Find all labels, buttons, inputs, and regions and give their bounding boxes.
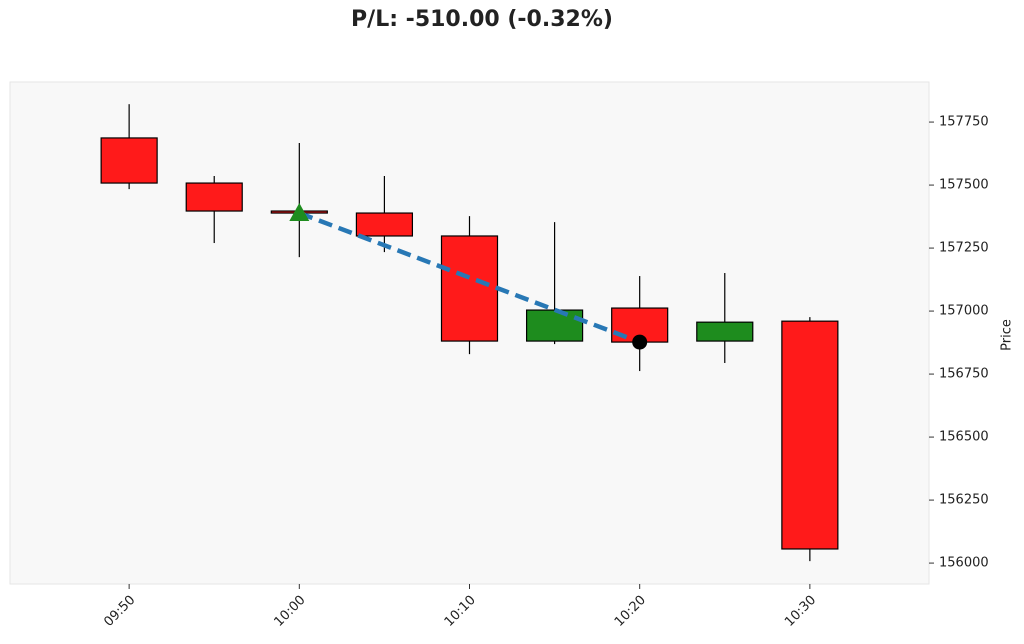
trade-line [298, 210, 641, 345]
y-tick-label: 157500 [939, 178, 989, 193]
x-tick-label: 10:00 [272, 593, 309, 630]
x-tick-label: 10:20 [612, 593, 649, 630]
y-tick-label: 156500 [939, 430, 989, 445]
exit-marker [632, 334, 648, 350]
y-tick-label: 157250 [939, 241, 989, 256]
x-tick-label: 10:30 [782, 593, 819, 630]
entry-marker [289, 203, 310, 222]
x-tick-label: 10:10 [442, 593, 479, 630]
y-axis-label: Price [1000, 319, 1015, 351]
candle-body [185, 182, 243, 212]
candle-body [355, 212, 414, 237]
y-tick-label: 156250 [939, 493, 989, 508]
candle-body [440, 235, 499, 342]
candle-body [781, 320, 839, 550]
candle-body [696, 321, 754, 342]
candle-body [100, 137, 158, 184]
candle-body [525, 309, 584, 342]
y-tick-label: 157750 [939, 115, 989, 130]
chart-title: P/L: -510.00 (-0.32%) [351, 7, 613, 32]
y-tick-label: 156750 [939, 367, 989, 382]
x-tick-label: 09:50 [101, 593, 138, 630]
y-tick-label: 157000 [939, 304, 989, 319]
y-tick-label: 156000 [939, 556, 989, 571]
